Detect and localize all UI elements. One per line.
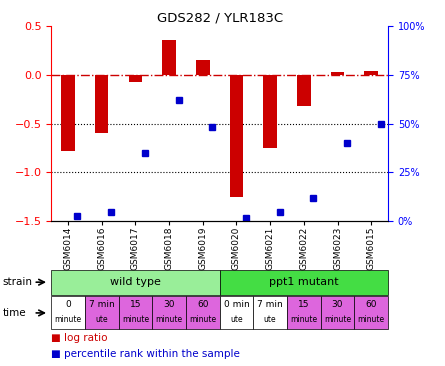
- Text: ppt1 mutant: ppt1 mutant: [269, 277, 339, 287]
- Text: ■ log ratio: ■ log ratio: [51, 333, 108, 343]
- Bar: [196, 60, 210, 75]
- Bar: [162, 40, 176, 75]
- Bar: [263, 75, 277, 148]
- Text: minute: minute: [358, 315, 385, 324]
- Bar: [297, 75, 311, 106]
- Text: 7 min: 7 min: [89, 300, 114, 309]
- Text: ute: ute: [264, 315, 276, 324]
- Text: 0: 0: [65, 300, 71, 309]
- Bar: [95, 75, 109, 133]
- Text: time: time: [2, 308, 26, 318]
- Bar: [364, 71, 378, 75]
- Bar: [331, 72, 344, 75]
- Text: minute: minute: [54, 315, 81, 324]
- Text: strain: strain: [2, 277, 32, 287]
- Text: 30: 30: [163, 300, 175, 309]
- Text: 7 min: 7 min: [257, 300, 283, 309]
- Text: 15: 15: [129, 300, 141, 309]
- Bar: [230, 75, 243, 197]
- Text: ■ percentile rank within the sample: ■ percentile rank within the sample: [51, 350, 240, 359]
- Text: minute: minute: [324, 315, 351, 324]
- Bar: [61, 75, 75, 151]
- Text: ute: ute: [230, 315, 243, 324]
- Text: minute: minute: [155, 315, 182, 324]
- Bar: [129, 75, 142, 82]
- Text: minute: minute: [189, 315, 216, 324]
- Text: minute: minute: [290, 315, 317, 324]
- Text: 30: 30: [332, 300, 343, 309]
- Text: 60: 60: [197, 300, 209, 309]
- Text: wild type: wild type: [110, 277, 161, 287]
- Title: GDS282 / YLR183C: GDS282 / YLR183C: [157, 11, 283, 25]
- Text: 0 min: 0 min: [223, 300, 249, 309]
- Text: minute: minute: [122, 315, 149, 324]
- Text: ute: ute: [95, 315, 108, 324]
- Text: 60: 60: [365, 300, 377, 309]
- Text: 15: 15: [298, 300, 310, 309]
